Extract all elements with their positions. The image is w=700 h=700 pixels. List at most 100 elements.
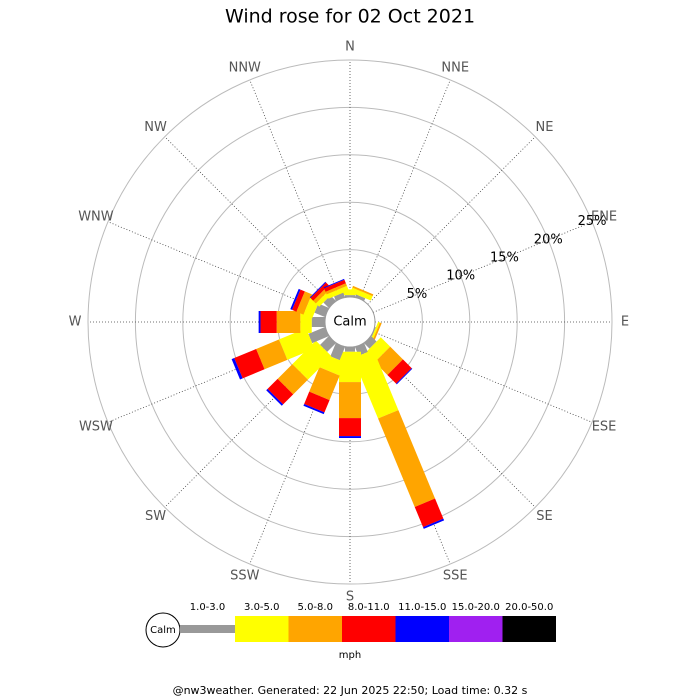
bar-segment xyxy=(290,288,301,310)
ring-label: 25% xyxy=(578,214,607,229)
legend-swatch xyxy=(502,616,556,642)
bar-segment xyxy=(314,303,329,318)
bar-segment xyxy=(311,317,325,327)
legend-label: 5.0-8.0 xyxy=(298,602,333,613)
direction-label: ESE xyxy=(592,420,617,435)
direction-label: ENE xyxy=(591,209,617,224)
direction-label: W xyxy=(69,315,82,330)
bar-segment xyxy=(309,281,327,299)
bar-segment xyxy=(423,518,445,529)
bar-segment xyxy=(296,291,312,315)
bar-segment xyxy=(387,359,412,384)
bar-segment xyxy=(339,289,361,296)
bar-segment xyxy=(266,388,284,406)
bar-segment xyxy=(292,340,332,380)
bar-segment xyxy=(333,292,346,301)
legend-label: 1.0-3.0 xyxy=(190,602,225,613)
bar-segment xyxy=(371,322,382,344)
bar-segment xyxy=(276,311,301,333)
bar-segment xyxy=(354,294,366,301)
bar-segment xyxy=(339,382,361,419)
bar-segment xyxy=(330,343,346,361)
bar-segment xyxy=(353,349,399,419)
legend-swatch xyxy=(180,625,235,633)
bar-segment xyxy=(345,295,355,297)
chart-title: Wind rose for 02 Oct 2021 xyxy=(225,6,475,28)
spoke xyxy=(249,79,341,300)
direction-label: WNW xyxy=(78,209,114,224)
bar-segment xyxy=(260,311,277,333)
unit-label: mph xyxy=(339,650,361,661)
bar-segment xyxy=(277,364,308,395)
bar-segment xyxy=(231,358,243,380)
direction-label: NW xyxy=(144,120,167,135)
footer: @nw3weather. Generated: 22 Jun 2025 22:5… xyxy=(173,684,528,697)
bar-segment xyxy=(256,339,288,370)
bar-segment xyxy=(267,378,294,405)
bar-segment xyxy=(352,285,374,297)
legend-swatch xyxy=(449,616,503,642)
calm-circle xyxy=(324,296,376,348)
direction-label: SSE xyxy=(443,569,468,584)
spoke xyxy=(107,221,328,313)
direction-label: SSW xyxy=(230,569,260,584)
grid-ring xyxy=(87,59,613,585)
bar-segment xyxy=(308,326,329,344)
legend-swatch xyxy=(395,616,449,642)
legend-swatch xyxy=(235,616,289,642)
bar-segment xyxy=(364,336,377,349)
bar-segment xyxy=(234,348,265,379)
bar-segment xyxy=(309,367,340,401)
bar-segment xyxy=(339,436,361,439)
direction-label: S xyxy=(346,590,354,605)
legend-label: 20.0-50.0 xyxy=(505,602,553,613)
ring-label: 10% xyxy=(446,269,475,284)
direction-label: E xyxy=(621,315,629,330)
grid-ring xyxy=(229,201,471,443)
direction-label: WSW xyxy=(79,420,113,435)
bar-segment xyxy=(374,346,403,375)
ring-label: 15% xyxy=(490,251,519,266)
ring-label: 5% xyxy=(407,287,428,302)
bar-segment xyxy=(325,283,347,295)
bar-segment xyxy=(414,498,444,528)
legend-swatch xyxy=(342,616,396,642)
spoke xyxy=(367,136,536,305)
spoke xyxy=(372,331,593,423)
bar-segment xyxy=(258,311,261,333)
spoke xyxy=(164,136,333,305)
ring-label: 20% xyxy=(534,232,563,247)
legend-swatch xyxy=(288,616,342,642)
bar-segment xyxy=(324,279,346,292)
legend-label: 11.0-15.0 xyxy=(398,602,446,613)
direction-label: NNE xyxy=(441,60,469,75)
spoke xyxy=(372,221,593,313)
direction-label: NE xyxy=(535,120,553,135)
grid-ring xyxy=(182,154,518,490)
legend-label: 8.0-11.0 xyxy=(348,602,390,613)
calm-label: Calm xyxy=(333,315,366,330)
bar-segment xyxy=(396,368,413,385)
direction-label: SE xyxy=(536,509,552,524)
bar-segment xyxy=(339,351,361,383)
bars xyxy=(231,278,445,529)
bar-segment xyxy=(303,403,325,415)
bar-segment xyxy=(304,391,330,413)
legend-label: 15.0-20.0 xyxy=(452,602,500,613)
bar-segment xyxy=(323,278,345,289)
legend-label: 3.0-5.0 xyxy=(244,602,279,613)
bar-segment xyxy=(350,287,373,301)
bar-segment xyxy=(345,347,355,352)
bar-segment xyxy=(320,336,336,352)
bar-segment xyxy=(292,289,305,312)
legend-calm-label: Calm xyxy=(150,625,176,636)
bar-segment xyxy=(310,282,329,301)
direction-label: SW xyxy=(145,509,166,524)
bar-segment xyxy=(326,285,349,299)
bar-segment xyxy=(323,295,336,308)
direction-label: NNW xyxy=(229,60,261,75)
bar-segment xyxy=(278,328,315,360)
bar-segment xyxy=(339,418,361,437)
bar-segment xyxy=(378,410,436,507)
